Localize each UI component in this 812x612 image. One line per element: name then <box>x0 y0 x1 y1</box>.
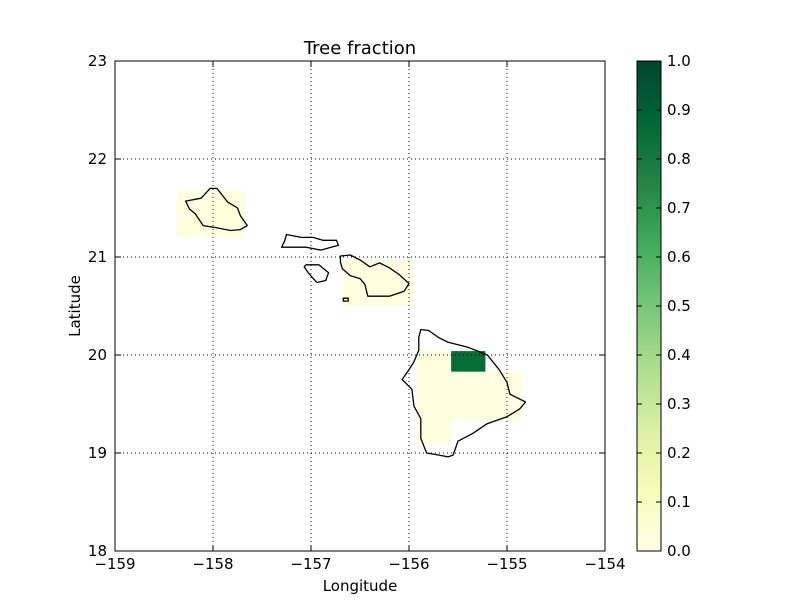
x-tick-label: −155 <box>486 555 527 573</box>
colorbar-tick-label: 0.1 <box>667 493 691 511</box>
coastline-maui <box>339 254 410 297</box>
plot-frame <box>114 60 606 552</box>
colorbar-tick-label: 0.0 <box>667 542 691 560</box>
colorbar: 0.0 0.1 0.2 0.3 0.4 0.5 0.6 0.7 0.8 0.9 1.0 <box>636 52 691 560</box>
x-tick-label: −156 <box>388 555 429 573</box>
x-axis-label: Longitude <box>323 577 398 595</box>
map-axes: −159 −158 −157 −156 −155 −154 18 19 20 21 22 23 <box>88 52 626 573</box>
x-tick-label: −158 <box>192 555 233 573</box>
y-tick-label: 23 <box>88 52 107 70</box>
colorbar-tick-label: 0.8 <box>667 150 691 168</box>
coastline-molokai <box>280 233 340 251</box>
y-tick-label: 18 <box>88 542 107 560</box>
colorbar-tick-label: 0.2 <box>667 444 691 462</box>
chart-title: Tree fraction <box>303 38 416 59</box>
y-axis-label: Latitude <box>66 275 84 337</box>
y-tick-label: 22 <box>88 150 107 168</box>
heatmap-cells <box>176 191 522 444</box>
y-tick-label: 21 <box>88 248 107 266</box>
colorbar-ticks: 0.0 0.1 0.2 0.3 0.4 0.5 0.6 0.7 0.8 0.9 1.0 <box>637 52 691 560</box>
colorbar-tick-label: 0.7 <box>667 199 691 217</box>
heatmap-cell <box>416 351 452 372</box>
x-tick-label: −159 <box>94 555 135 573</box>
x-tick-label: −154 <box>584 555 625 573</box>
heatmap-cell <box>416 371 522 421</box>
x-tick-label: −157 <box>290 555 331 573</box>
heatmap-cell <box>451 351 486 372</box>
colorbar-tick-label: 0.6 <box>667 248 691 266</box>
x-axis-ticks: −159 −158 −157 −156 −155 −154 <box>94 61 626 573</box>
coastline-kahoolawe <box>342 297 349 302</box>
colorbar-tick-label: 0.5 <box>667 297 691 315</box>
coastlines <box>184 187 527 458</box>
y-axis-ticks: 18 19 20 21 22 23 <box>88 52 605 560</box>
coastline-oahu <box>184 187 248 232</box>
colorbar-tick-label: 0.3 <box>667 395 691 413</box>
heatmap-cell <box>416 420 452 444</box>
colorbar-tick-label: 0.9 <box>667 101 691 119</box>
y-tick-label: 20 <box>88 346 107 364</box>
heatmap-cell <box>343 259 414 306</box>
coastline-lanai <box>303 264 330 284</box>
coastline-hawaii <box>401 328 527 458</box>
y-tick-label: 19 <box>88 444 107 462</box>
colorbar-tick-label: 0.4 <box>667 346 691 364</box>
colorbar-tick-label: 1.0 <box>667 52 691 70</box>
